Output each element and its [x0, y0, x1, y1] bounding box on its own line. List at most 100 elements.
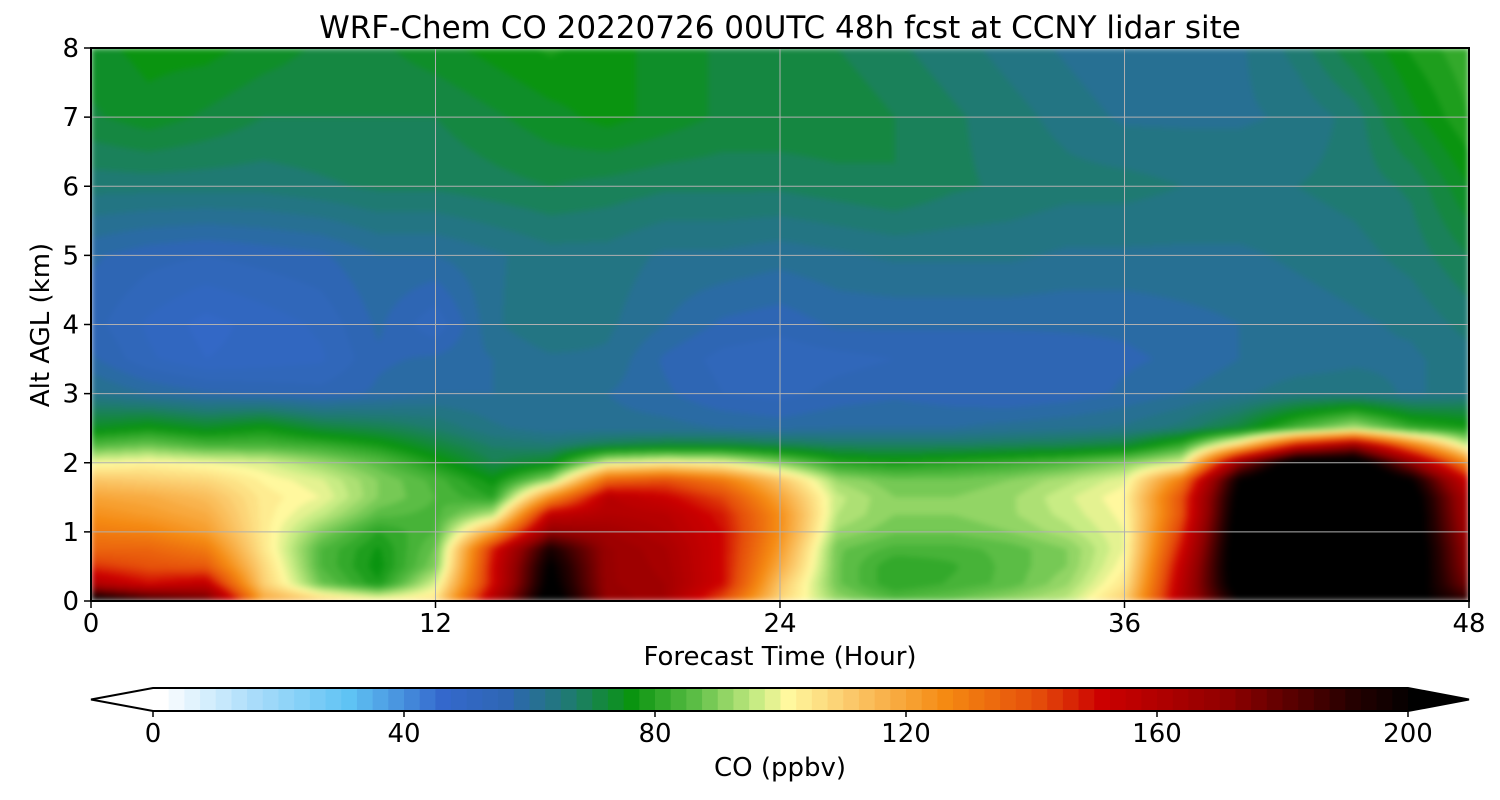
- y-tick-label: 5: [62, 241, 79, 271]
- colorbar-segment: [1047, 688, 1064, 711]
- colorbar-segment: [388, 688, 405, 711]
- colorbar-segment: [466, 688, 484, 711]
- colorbar-segment: [1313, 688, 1331, 711]
- colorbar-segment: [890, 688, 907, 711]
- colorbar-segment: [749, 688, 766, 711]
- colorbar-segment: [1188, 688, 1205, 711]
- colorbar-segment: [623, 688, 640, 711]
- y-axis-label: Alt AGL (km): [26, 243, 56, 407]
- colorbar-segment: [560, 688, 578, 711]
- colorbar-segment: [921, 688, 938, 711]
- colorbar: 0 40 80 120 160 200 CO (ppbv): [90, 687, 1470, 783]
- colorbar-segment: [811, 688, 829, 711]
- colorbar-segment: [215, 688, 233, 711]
- colorbar-segment: [592, 688, 609, 711]
- colorbar-segment: [1360, 688, 1378, 711]
- colorbar-segment: [341, 688, 358, 711]
- colorbar-segment: [247, 688, 264, 711]
- colorbar-segment: [1235, 688, 1252, 711]
- colorbar-segment: [858, 688, 876, 711]
- colorbar-segment: [953, 688, 970, 711]
- colorbar-segment: [984, 688, 1001, 711]
- colorbar-segment: [168, 688, 185, 711]
- colorbar-segment: [1329, 688, 1346, 711]
- colorbar-segment: [1000, 688, 1017, 711]
- y-tick-label: 0: [62, 587, 79, 617]
- colorbar-segment: [482, 688, 499, 711]
- colorbar-segment: [843, 688, 860, 711]
- colorbar-segment: [419, 688, 436, 711]
- colorbar-segment: [309, 688, 327, 711]
- colorbar-segment: [153, 688, 170, 711]
- colorbar-segment: [1345, 688, 1362, 711]
- colorbar-extend-low: [91, 688, 153, 711]
- x-tick-label: 48: [1452, 609, 1485, 639]
- colorbar-segment: [1157, 688, 1174, 711]
- colorbar-segment: [968, 688, 986, 711]
- y-tick-label: 4: [62, 311, 79, 341]
- colorbar-segment: [545, 688, 562, 711]
- colorbar-tick-label: 160: [1132, 719, 1182, 749]
- colorbar-tick-label: 80: [638, 719, 671, 749]
- colorbar-segment: [874, 688, 891, 711]
- chart-title: WRF-Chem CO 20220726 00UTC 48h fcst at C…: [319, 10, 1241, 46]
- colorbar-segment: [1376, 688, 1393, 711]
- x-tick-label: 0: [83, 609, 100, 639]
- colorbar-segment: [607, 688, 625, 711]
- colorbar-ticks: 0 40 80 120 160 200: [145, 711, 1433, 749]
- colorbar-tick-label: 120: [881, 719, 931, 749]
- colorbar-segment: [1078, 688, 1095, 711]
- colorbar-segment: [1141, 688, 1158, 711]
- colorbar-segment: [262, 688, 280, 711]
- colorbar-tick-label: 200: [1383, 719, 1433, 749]
- colorbar-segment: [1172, 688, 1189, 711]
- x-tick-label: 36: [1108, 609, 1141, 639]
- colorbar-tick-label: 0: [145, 719, 162, 749]
- colorbar-segment: [513, 688, 531, 711]
- colorbar-segment: [780, 688, 797, 711]
- colorbar-segment: [937, 688, 954, 711]
- colorbar-segment: [294, 688, 311, 711]
- y-tick-label: 3: [62, 380, 79, 410]
- colorbar-segment: [1392, 688, 1409, 711]
- colorbar-segment: [686, 688, 703, 711]
- colorbar-segment: [1062, 688, 1080, 711]
- colorbar-segment: [200, 688, 217, 711]
- colorbar-tick-label: 40: [387, 719, 420, 749]
- colorbar-segment: [372, 688, 389, 711]
- y-tick-label: 1: [62, 518, 79, 548]
- colorbar-segment: [906, 688, 923, 711]
- colorbar-segment: [325, 688, 342, 711]
- colorbar-segment: [451, 688, 468, 711]
- colorbar-segment: [733, 688, 750, 711]
- colorbar-segment: [435, 688, 452, 711]
- colorbar-segment: [498, 688, 515, 711]
- colorbar-segment: [1125, 688, 1142, 711]
- colorbar-segments: [153, 688, 1409, 711]
- y-tick-label: 6: [62, 172, 79, 202]
- colorbar-segment: [356, 688, 374, 711]
- colorbar-segment: [1031, 688, 1048, 711]
- colorbar-segment: [717, 688, 735, 711]
- colorbar-segment: [576, 688, 593, 711]
- colorbar-segment: [764, 688, 782, 711]
- colorbar-segment: [1094, 688, 1111, 711]
- y-tick-label: 8: [62, 34, 79, 64]
- y-axis-ticks: 0 1 2 3 4 5 6 7 8: [62, 34, 91, 617]
- colorbar-segment: [529, 688, 546, 711]
- colorbar-extend-high: [1408, 688, 1469, 711]
- y-tick-label: 7: [62, 103, 79, 133]
- colorbar-segment: [231, 688, 248, 711]
- colorbar-segment: [184, 688, 201, 711]
- colorbar-segment: [1282, 688, 1299, 711]
- colorbar-segment: [1015, 688, 1033, 711]
- x-axis-label: Forecast Time (Hour): [643, 642, 916, 672]
- x-tick-label: 24: [763, 609, 796, 639]
- colorbar-segment: [1109, 688, 1127, 711]
- x-axis-ticks: 0 12 24 36 48: [83, 601, 1486, 639]
- x-tick-label: 12: [419, 609, 452, 639]
- colorbar-segment: [278, 688, 295, 711]
- colorbar-segment: [827, 688, 844, 711]
- y-tick-label: 2: [62, 449, 79, 479]
